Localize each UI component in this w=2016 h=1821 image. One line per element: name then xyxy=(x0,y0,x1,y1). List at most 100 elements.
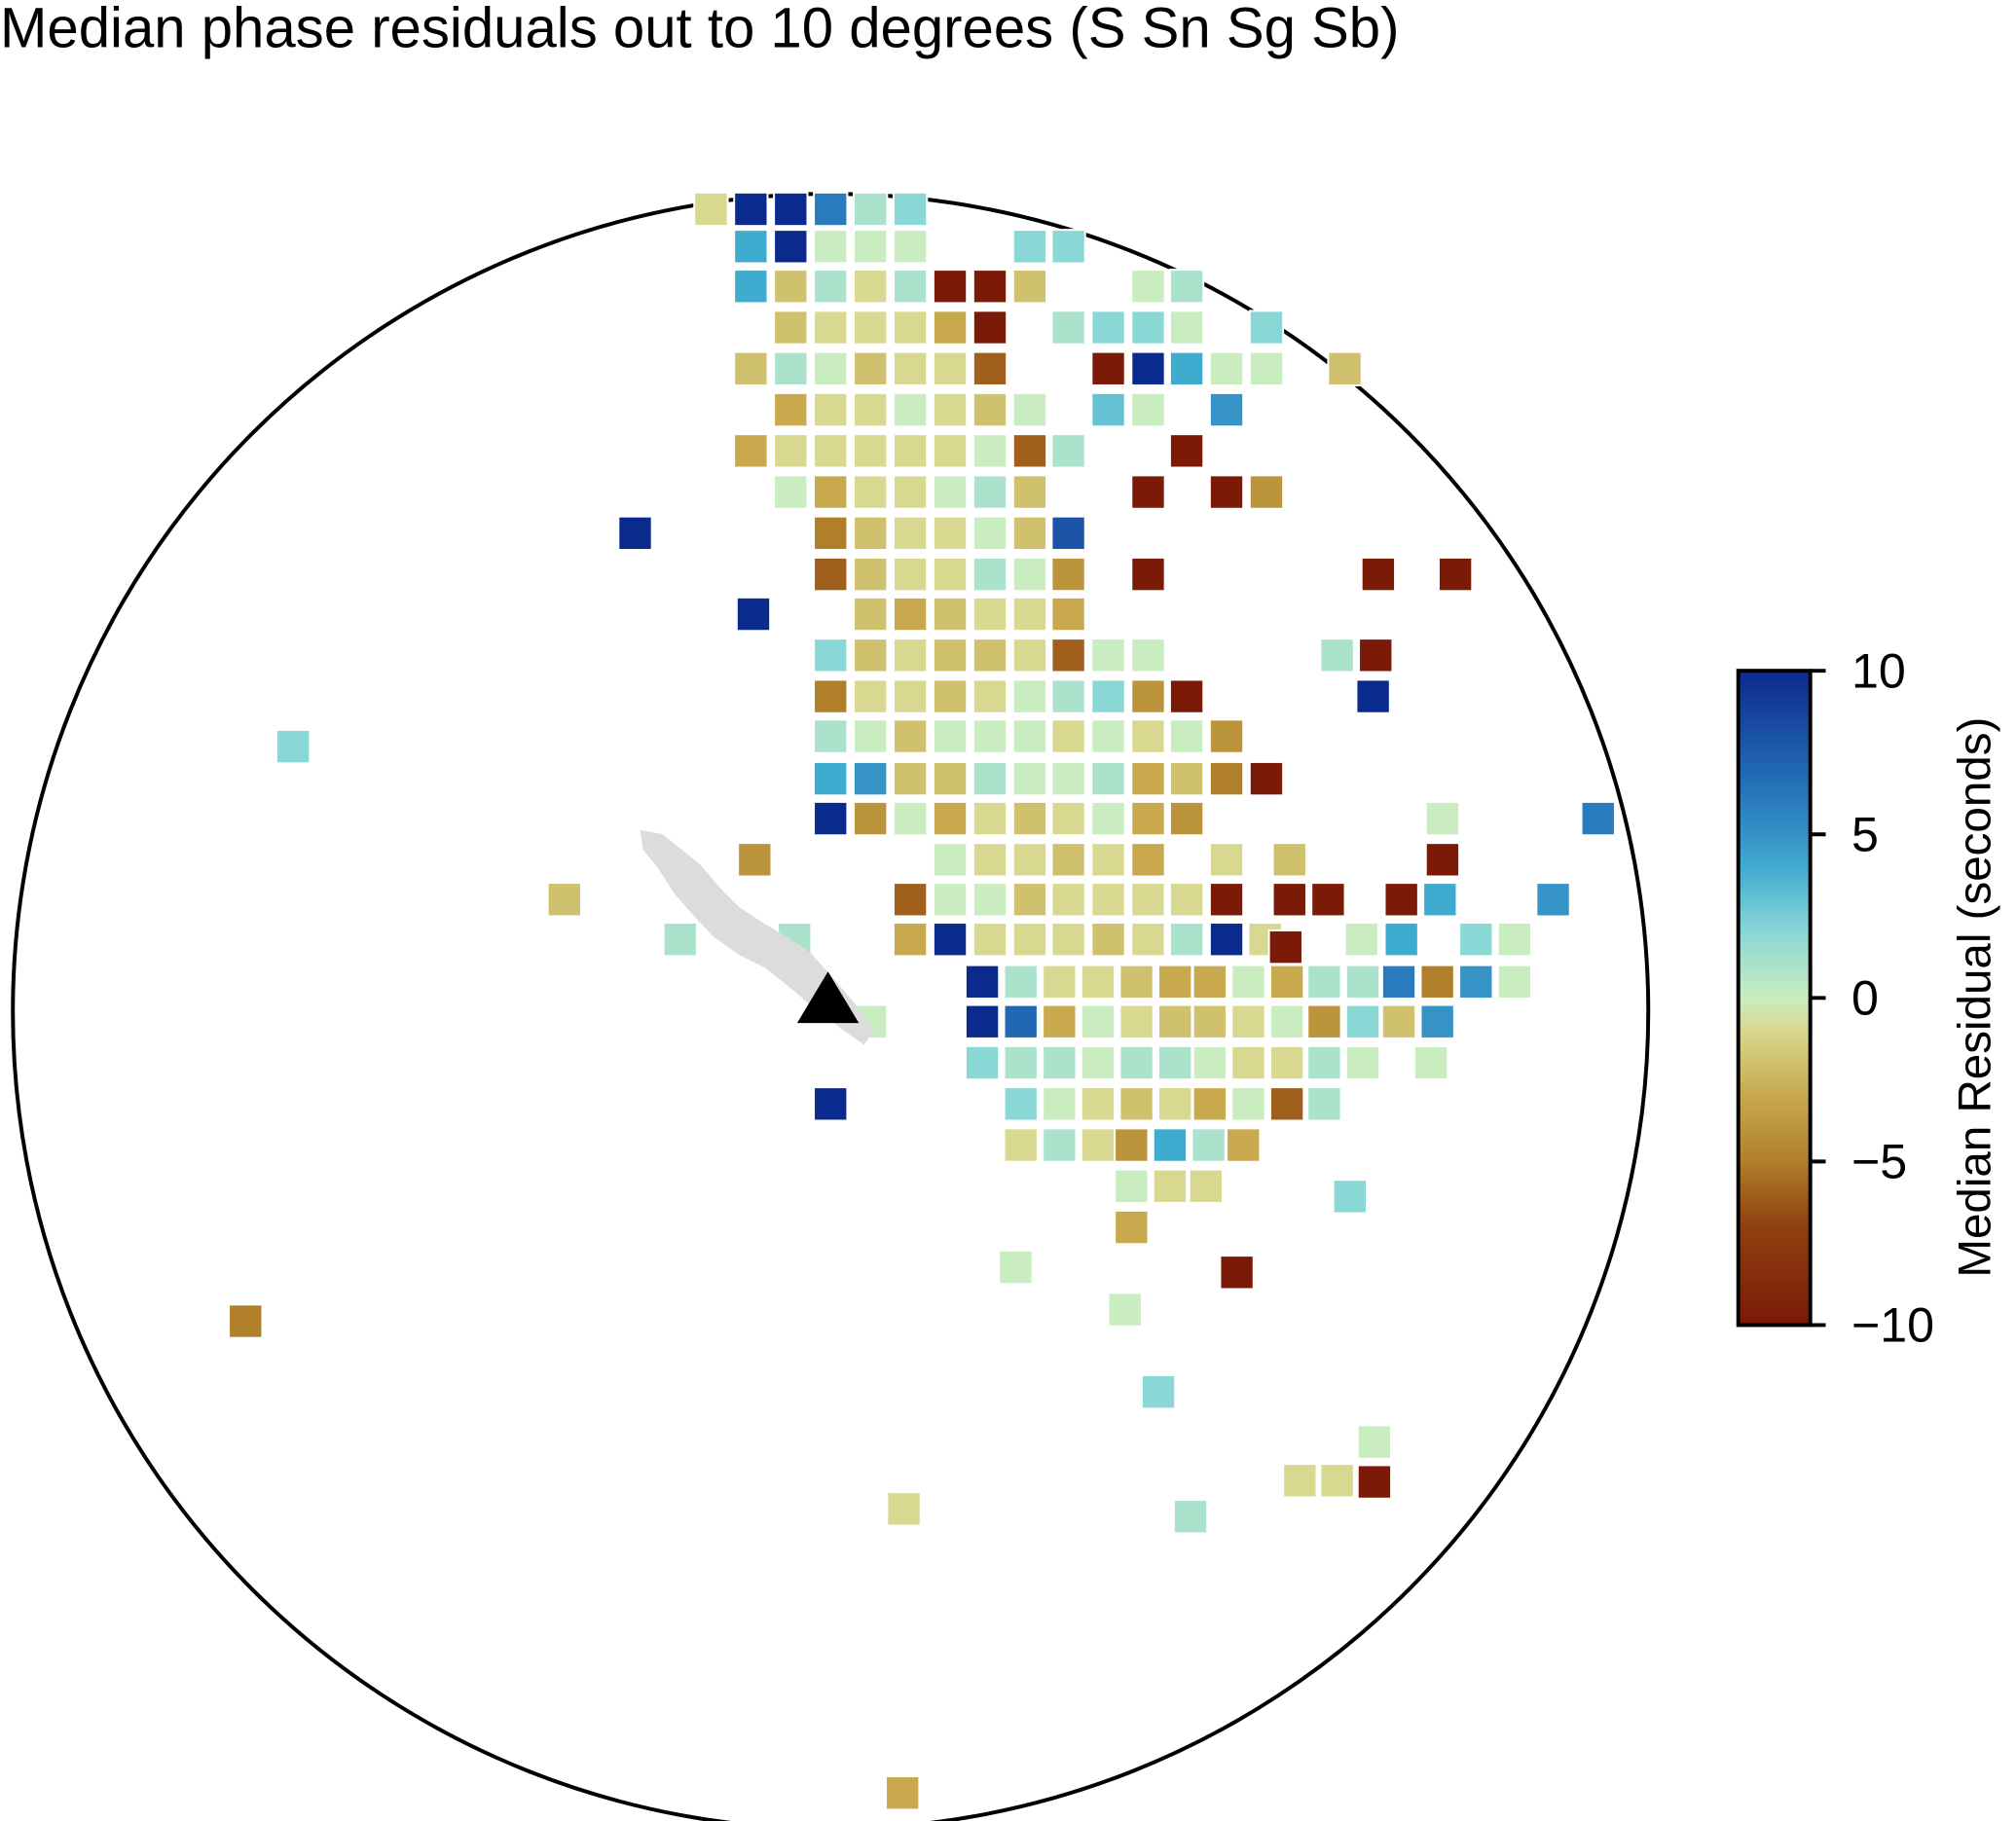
residual-cell xyxy=(1248,760,1285,797)
residual-cell xyxy=(813,760,849,797)
residual-cell xyxy=(1419,964,1455,1000)
residual-cell xyxy=(773,310,809,346)
residual-cell xyxy=(853,269,889,305)
residual-cell xyxy=(1090,678,1126,714)
residual-cell xyxy=(1011,433,1048,469)
residual-cell xyxy=(1248,310,1285,346)
residual-cell xyxy=(1152,1168,1189,1204)
residual-cell xyxy=(932,922,969,958)
residual-cell xyxy=(1114,1209,1150,1246)
residual-cell xyxy=(1157,1044,1193,1081)
colorbar-tick-label: −5 xyxy=(1851,1135,1907,1189)
residual-cell xyxy=(998,1249,1034,1286)
residual-cell xyxy=(1356,1424,1393,1460)
residual-cell xyxy=(1050,515,1086,552)
residual-cell xyxy=(773,191,809,228)
residual-cell xyxy=(1191,1003,1228,1039)
residual-cell xyxy=(733,191,769,228)
residual-cell xyxy=(1090,391,1126,428)
residual-cell xyxy=(1168,350,1205,386)
residual-cell xyxy=(1118,1003,1155,1039)
residual-cell xyxy=(1130,556,1166,593)
landmass xyxy=(640,829,875,1045)
residual-cell xyxy=(932,474,969,510)
residual-cell xyxy=(1380,1003,1417,1039)
residual-cell xyxy=(892,433,929,469)
residual-cell xyxy=(1011,269,1048,305)
residual-cell xyxy=(1130,637,1166,674)
residual-cell xyxy=(1268,1003,1305,1039)
residual-cell xyxy=(1248,350,1285,386)
residual-cell xyxy=(1306,1086,1342,1122)
residual-cell xyxy=(1419,1003,1455,1039)
colorbar-label: Median Residual (seconds) xyxy=(1950,717,2001,1278)
residual-cell xyxy=(1268,1086,1305,1122)
residual-cell xyxy=(1271,842,1307,878)
residual-cell xyxy=(813,269,849,305)
residual-cell xyxy=(1011,556,1048,593)
residual-cell xyxy=(813,433,849,469)
residual-cell xyxy=(1268,1044,1305,1081)
residual-cell xyxy=(1208,718,1245,754)
residual-cell xyxy=(1090,718,1126,754)
residual-cell xyxy=(733,350,769,386)
residual-cell xyxy=(886,1491,922,1527)
residual-cell xyxy=(971,922,1008,958)
residual-cell xyxy=(1090,310,1126,346)
residual-cell xyxy=(971,760,1008,797)
residual-cell xyxy=(1191,1127,1227,1163)
cell-layer xyxy=(228,191,1616,1811)
residual-cell xyxy=(813,800,849,837)
residual-cell xyxy=(932,637,969,674)
residual-cell xyxy=(1080,964,1117,1000)
residual-cell xyxy=(773,350,809,386)
residual-cell xyxy=(1003,1086,1039,1122)
colorbar-tick-label: 10 xyxy=(1851,643,1906,698)
residual-cell xyxy=(1306,1003,1342,1039)
residual-cell xyxy=(813,556,849,593)
residual-cell xyxy=(813,229,849,265)
residual-cell xyxy=(1050,596,1086,633)
residual-cell xyxy=(1191,1086,1228,1122)
residual-cell xyxy=(228,1303,264,1339)
residual-cell xyxy=(1230,964,1266,1000)
residual-cell xyxy=(1130,760,1166,797)
residual-cell xyxy=(971,596,1008,633)
residual-cell xyxy=(1383,922,1419,958)
residual-cell xyxy=(1230,1086,1266,1122)
residual-cell xyxy=(853,760,889,797)
residual-cell xyxy=(1458,964,1494,1000)
residual-cell xyxy=(1050,800,1086,837)
residual-cell xyxy=(892,596,929,633)
residual-cell xyxy=(733,433,769,469)
residual-cell xyxy=(1168,718,1205,754)
residual-cell xyxy=(971,637,1008,674)
residual-cell xyxy=(813,474,849,510)
residual-cell xyxy=(1208,842,1245,878)
residual-cell xyxy=(1011,637,1048,674)
residual-cell xyxy=(1003,1127,1039,1163)
residual-cell xyxy=(892,922,929,958)
residual-cell xyxy=(1306,1044,1342,1081)
residual-cell xyxy=(1130,391,1166,428)
residual-cell xyxy=(1090,637,1126,674)
residual-cell xyxy=(971,842,1008,878)
residual-cell xyxy=(1344,1044,1381,1081)
colorbar-tick-label: 0 xyxy=(1851,970,1879,1025)
residual-cell xyxy=(1130,842,1166,878)
residual-cell xyxy=(813,191,849,228)
residual-cell xyxy=(932,556,969,593)
residual-cell xyxy=(1310,882,1346,918)
residual-cell xyxy=(853,596,889,633)
residual-cell xyxy=(1172,1499,1209,1535)
residual-cell xyxy=(1191,1044,1228,1081)
residual-cell xyxy=(1230,1044,1266,1081)
residual-cell xyxy=(964,1003,1001,1039)
residual-cell xyxy=(892,350,929,386)
residual-cell xyxy=(1412,1044,1449,1081)
residual-cell xyxy=(1114,1168,1150,1204)
residual-cell xyxy=(1118,964,1155,1000)
residual-cell xyxy=(1140,1373,1177,1410)
residual-cell xyxy=(773,391,809,428)
residual-cell xyxy=(932,433,969,469)
